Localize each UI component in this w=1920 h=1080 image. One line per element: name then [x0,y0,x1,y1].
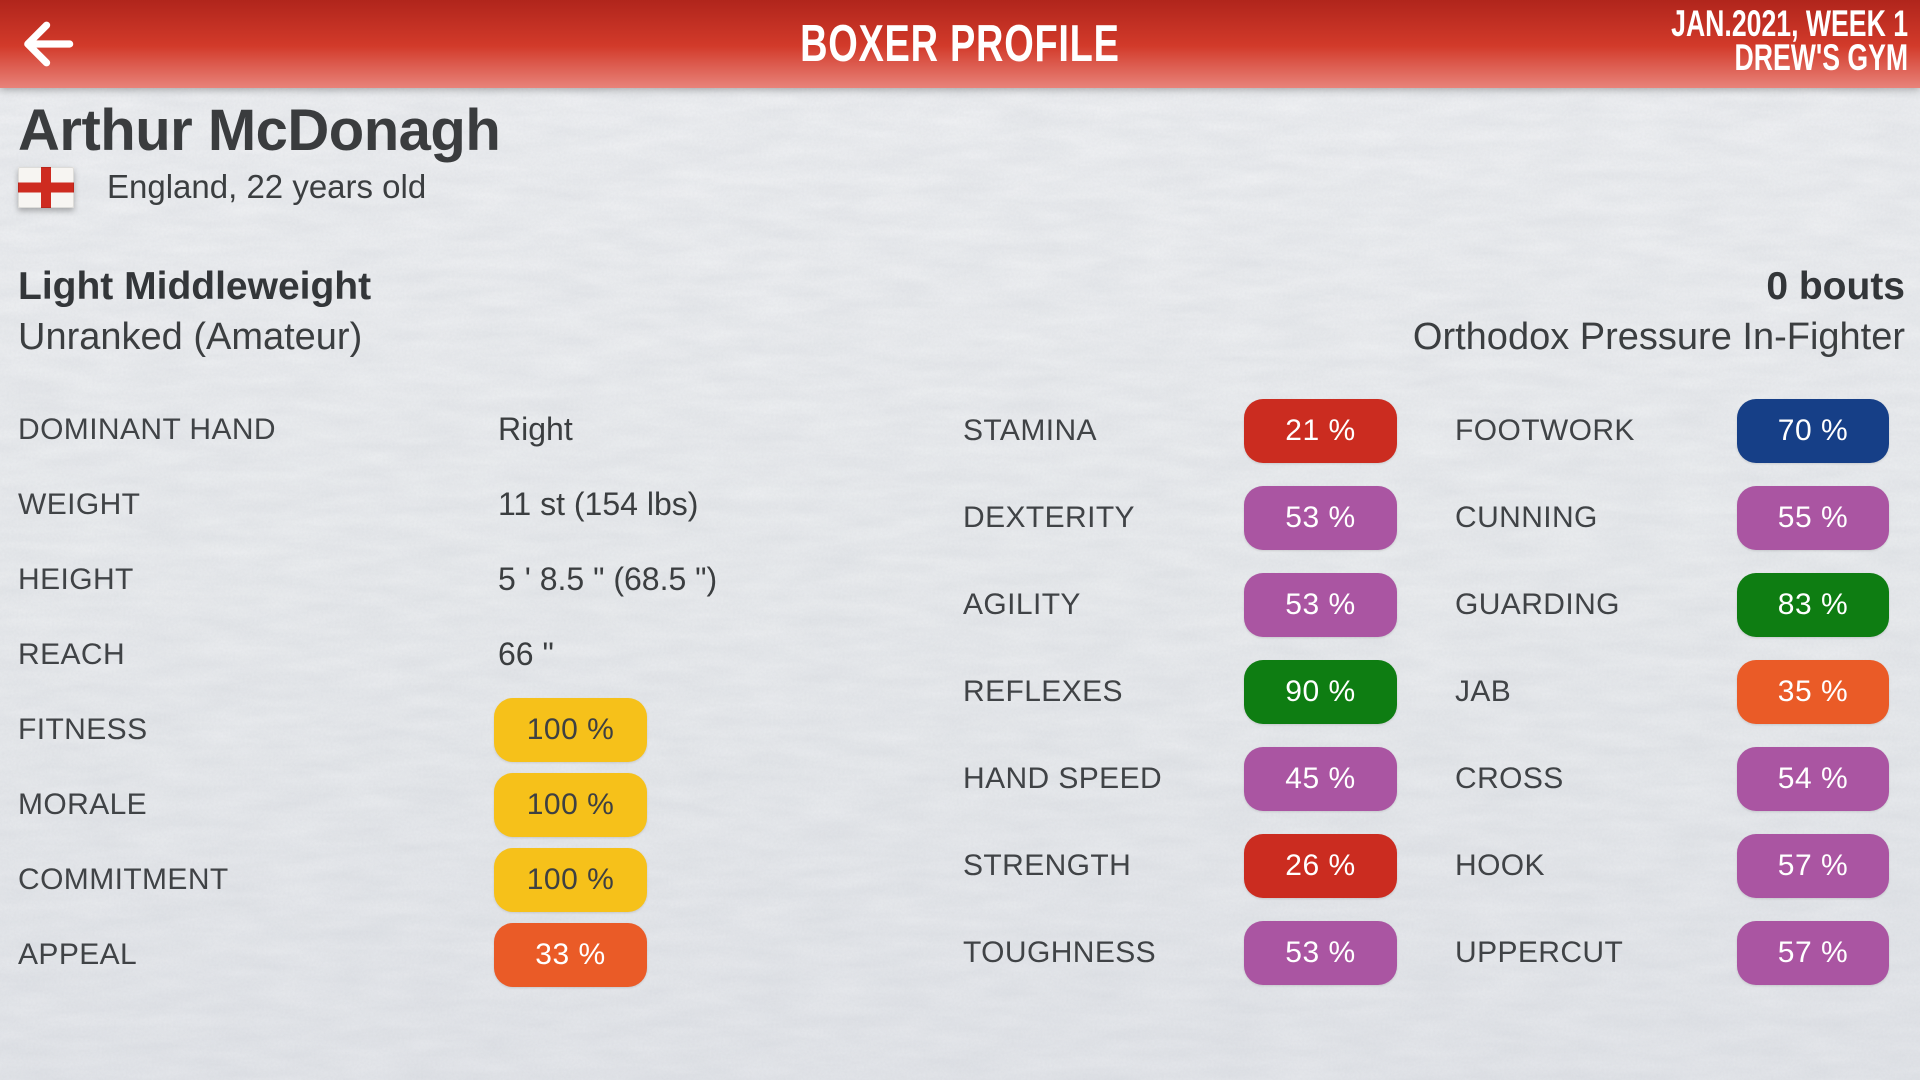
back-arrow-icon [24,21,74,67]
england-flag-icon [18,166,74,208]
stat-label: CROSS [1455,761,1564,795]
stat-badge: 45 % [1244,746,1397,811]
attribute-row: HEIGHT 5 ' 8.5 " (68.5 ") [18,542,717,617]
details-column: DOMINANT HAND Right WEIGHT 11 st (154 lb… [18,392,717,992]
stat-label: AGILITY [963,587,1081,621]
stat-row: JAB 35 % [1455,648,1891,735]
stat-row: UPPERCUT 57 % [1455,909,1891,996]
appeal-badge: 33 % [494,922,647,987]
stat-label: DEXTERITY [963,500,1135,534]
stat-label: GUARDING [1455,587,1620,621]
attribute-label: WEIGHT [18,487,141,521]
stats-column-physical: STAMINA 21 % DEXTERITY 53 % AGILITY 53 %… [963,387,1399,996]
stat-label: STRENGTH [963,848,1132,882]
stat-label: JAB [1455,674,1512,708]
stat-badge: 53 % [1244,920,1397,985]
header-info: JAN.2021, WEEK 1 DREW'S GYM [1579,3,1908,78]
stat-row: CROSS 54 % [1455,735,1891,822]
attribute-row: APPEAL 33 % [18,917,666,992]
commitment-badge: 100 % [494,847,647,912]
stat-badge: 83 % [1737,572,1889,637]
stat-badge: 90 % [1244,659,1397,724]
stat-label: HOOK [1455,848,1545,882]
stat-row: REFLEXES 90 % [963,648,1399,735]
stat-badge: 55 % [1737,485,1889,550]
stat-label: HAND SPEED [963,761,1163,795]
attribute-label: COMMITMENT [18,862,229,896]
stat-row: FOOTWORK 70 % [1455,387,1891,474]
header-date: JAN.2021, WEEK 1 [1671,3,1908,44]
attribute-value: 5 ' 8.5 " (68.5 ") [498,561,718,597]
stat-badge: 53 % [1244,572,1397,637]
weight-class: Light Middleweight [18,265,372,308]
header-gym: DREW'S GYM [1734,37,1908,78]
stat-row: AGILITY 53 % [963,561,1399,648]
bouts-count: 0 bouts [1766,265,1905,308]
stat-row: HAND SPEED 45 % [963,735,1399,822]
stat-label: REFLEXES [963,674,1123,708]
stat-badge: 53 % [1244,485,1397,550]
ranking: Unranked (Amateur) [18,316,363,358]
stats-column-technical: FOOTWORK 70 % CUNNING 55 % GUARDING 83 %… [1455,387,1891,996]
stat-badge: 57 % [1737,833,1889,898]
nationality-age: England, 22 years old [107,168,427,205]
attribute-row: REACH 66 " [18,617,666,692]
attribute-label: REACH [18,637,126,671]
stat-row: HOOK 57 % [1455,822,1891,909]
attribute-label: MORALE [18,787,148,821]
stat-row: TOUGHNESS 53 % [963,909,1399,996]
stat-badge: 35 % [1737,659,1889,724]
attribute-row: FITNESS 100 % [18,692,666,767]
attribute-row: COMMITMENT 100 % [18,842,666,917]
header-bar: BOXER PROFILE JAN.2021, WEEK 1 DREW'S GY… [0,0,1920,88]
morale-badge: 100 % [494,772,647,837]
stat-badge: 57 % [1737,920,1889,985]
stat-badge: 70 % [1737,398,1889,463]
stat-badge: 54 % [1737,746,1889,811]
attribute-row: WEIGHT 11 st (154 lbs) [18,467,698,542]
stat-row: CUNNING 55 % [1455,474,1891,561]
attribute-label: HEIGHT [18,562,134,596]
stat-label: TOUGHNESS [963,935,1157,969]
stat-label: CUNNING [1455,500,1598,534]
stat-badge: 21 % [1244,398,1397,463]
stat-label: UPPERCUT [1455,935,1624,969]
fitness-badge: 100 % [494,697,647,762]
attribute-label: DOMINANT HAND [18,412,276,446]
attribute-value: Right [498,411,573,447]
boxer-name: Arthur McDonagh [18,98,501,163]
back-button[interactable] [14,10,82,78]
stat-row: DEXTERITY 53 % [963,474,1399,561]
stat-label: FOOTWORK [1455,413,1635,447]
fighting-style: Orthodox Pressure In-Fighter [1412,316,1905,358]
nationality-row: England, 22 years old [18,166,426,208]
attribute-value: 66 " [498,636,554,672]
attribute-row: MORALE 100 % [18,767,666,842]
stat-badge: 26 % [1244,833,1397,898]
stat-row: GUARDING 83 % [1455,561,1891,648]
stat-row: STRENGTH 26 % [963,822,1399,909]
attribute-row: DOMINANT HAND Right [18,392,666,467]
page-title: BOXER PROFILE [800,15,1120,73]
stat-row: STAMINA 21 % [963,387,1399,474]
attribute-label: APPEAL [18,937,138,971]
stat-label: STAMINA [963,413,1097,447]
attribute-value: 11 st (154 lbs) [498,486,699,522]
attribute-label: FITNESS [18,712,148,746]
